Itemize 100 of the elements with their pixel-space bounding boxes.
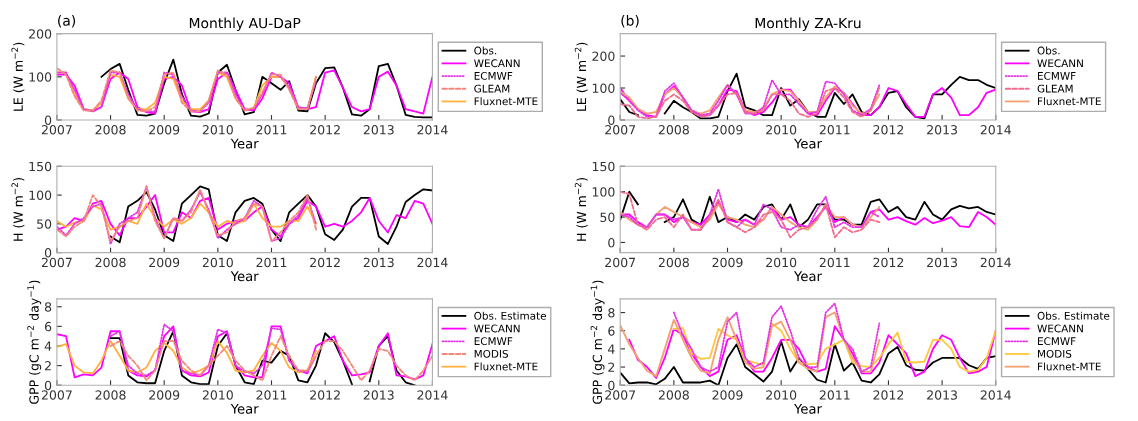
y-axis-title: H (W m$^{−2}$) xyxy=(574,178,588,241)
x-tick-label: 2010 xyxy=(766,125,797,135)
legend-label: WECANN xyxy=(1037,59,1083,68)
x-tick-label: 2011 xyxy=(256,257,287,268)
x-tick-label: 2013 xyxy=(927,257,958,268)
y-tick-label: 150 xyxy=(592,161,615,172)
line-series xyxy=(56,325,433,381)
legend-label: ECMWF xyxy=(474,71,513,80)
y-tick-label: 100 xyxy=(592,187,615,197)
y-tick-label: 100 xyxy=(29,72,52,82)
x-axis-title: Year xyxy=(230,403,259,414)
x-tick-label: 2008 xyxy=(658,125,689,135)
x-tick-label: 2010 xyxy=(766,390,797,400)
legend-label: Fluxnet-MTE xyxy=(474,362,538,371)
x-tick-label: 2012 xyxy=(873,390,904,400)
x-tick-label: 2010 xyxy=(202,390,233,400)
x-tick-label: 2010 xyxy=(202,257,233,268)
y-tick-label: 6 xyxy=(608,326,615,336)
x-tick-label: 2014 xyxy=(980,390,1011,400)
x-tick-label: 2013 xyxy=(927,125,958,135)
line-series xyxy=(672,302,881,373)
x-tick-label: 2013 xyxy=(363,257,394,268)
x-axis-title: Year xyxy=(230,138,259,149)
x-tick-label: 2008 xyxy=(658,257,689,268)
y-tick-label: 4 xyxy=(608,344,615,354)
legend-label: Fluxnet-MTE xyxy=(1038,97,1101,106)
x-tick-label: 2007 xyxy=(605,125,636,135)
x-tick-label: 2008 xyxy=(658,390,689,400)
line-series xyxy=(56,340,317,375)
line-series xyxy=(620,203,881,231)
x-tick-label: 2007 xyxy=(41,390,72,400)
y-axis-title: LE (W m$^{−2}$) xyxy=(11,42,25,111)
x-tick-label: 2010 xyxy=(202,125,233,135)
chart-title: Monthly ZA-Kru xyxy=(755,17,861,32)
line-series xyxy=(109,323,317,377)
line-series xyxy=(672,322,996,373)
x-tick-label: 2009 xyxy=(149,257,180,268)
y-tick-label: 150 xyxy=(29,161,52,172)
x-tick-label: 2014 xyxy=(980,125,1011,135)
x-tick-label: 2014 xyxy=(417,125,448,135)
y-tick-label: 100 xyxy=(592,83,615,93)
x-tick-label: 2010 xyxy=(766,257,797,268)
y-tick-label: 0 xyxy=(44,115,52,125)
y-tick-label: 0 xyxy=(608,237,615,248)
x-tick-label: 2011 xyxy=(256,390,287,400)
y-tick-label: 8 xyxy=(608,308,615,318)
x-tick-label: 2012 xyxy=(873,125,904,135)
x-tick-label: 2009 xyxy=(712,390,743,400)
legend-label: MODIS xyxy=(1038,349,1072,358)
legend-label: Obs. xyxy=(1037,46,1060,55)
y-tick-label: 0 xyxy=(44,248,52,258)
x-tick-label: 2008 xyxy=(95,390,126,400)
x-tick-label: 2011 xyxy=(819,390,850,400)
x-tick-label: 2011 xyxy=(819,125,850,135)
text: (b) xyxy=(621,15,639,28)
line-series xyxy=(620,311,881,378)
x-tick-label: 2013 xyxy=(927,390,958,400)
x-tick-label: 2014 xyxy=(417,257,448,268)
y-tick-label: 6 xyxy=(44,321,52,332)
legend-label: MODIS xyxy=(474,349,509,358)
x-axis-title: Year xyxy=(230,271,259,282)
y-axis-title: GPP (gC m$^{−2}$ day$^{−1}$) xyxy=(27,280,42,404)
y-tick-label: 0 xyxy=(608,380,615,391)
y-axis-title: H (W m$^{−2}$) xyxy=(11,178,25,241)
x-tick-label: 2007 xyxy=(605,390,636,400)
legend-label: Fluxnet-MTE xyxy=(1038,362,1101,371)
x-tick-label: 2012 xyxy=(310,390,340,400)
x-tick-label: 2007 xyxy=(41,125,72,135)
x-tick-label: 2008 xyxy=(95,257,126,268)
x-tick-label: 2012 xyxy=(873,257,904,268)
x-tick-label: 2014 xyxy=(417,390,448,400)
y-tick-label: 200 xyxy=(29,29,52,39)
x-tick-label: 2013 xyxy=(363,125,394,135)
y-tick-label: 8 xyxy=(44,302,52,312)
text: (a) xyxy=(58,15,76,28)
x-tick-label: 2007 xyxy=(605,257,636,268)
legend-label: GLEAM xyxy=(1037,84,1073,93)
y-tick-label: 100 xyxy=(29,190,52,200)
x-axis-title: Year xyxy=(793,271,822,282)
y-tick-label: 0 xyxy=(44,380,52,391)
y-tick-label: 200 xyxy=(592,51,615,61)
x-axis-title: Year xyxy=(793,138,822,149)
legend-label: ECMWF xyxy=(1038,337,1076,346)
line-series xyxy=(620,188,881,231)
chart-title: Monthly AU-DaP xyxy=(189,17,301,32)
x-tick-label: 2013 xyxy=(363,390,394,400)
y-axis-title: LE (W m$^{−2}$) xyxy=(574,42,588,111)
y-tick-label: 2 xyxy=(45,361,51,371)
line-series xyxy=(109,185,433,245)
line-series xyxy=(109,335,433,382)
x-tick-label: 2009 xyxy=(149,125,180,135)
x-tick-label: 2011 xyxy=(819,257,850,268)
legend-label: WECANN xyxy=(1037,324,1083,333)
legend-label: WECANN xyxy=(474,324,520,333)
x-tick-label: 2012 xyxy=(310,257,340,268)
x-tick-label: 2011 xyxy=(256,125,287,135)
line-series xyxy=(56,194,433,238)
x-tick-label: 2012 xyxy=(310,125,340,135)
legend-label: GLEAM xyxy=(474,84,510,93)
line-series xyxy=(56,202,317,231)
